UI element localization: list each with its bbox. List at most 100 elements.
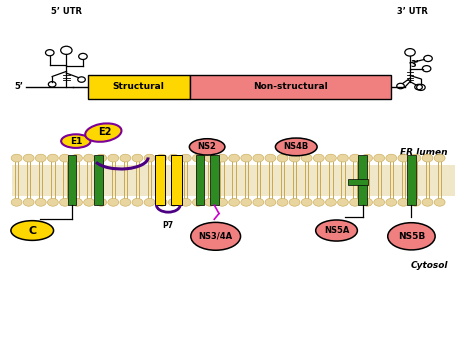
Text: C: C bbox=[28, 225, 36, 236]
Circle shape bbox=[60, 154, 71, 162]
FancyBboxPatch shape bbox=[348, 178, 368, 185]
Circle shape bbox=[204, 154, 215, 162]
Circle shape bbox=[398, 199, 409, 206]
Circle shape bbox=[120, 199, 131, 206]
Circle shape bbox=[83, 154, 95, 162]
Circle shape bbox=[11, 154, 22, 162]
Ellipse shape bbox=[61, 134, 91, 148]
Circle shape bbox=[132, 154, 143, 162]
Ellipse shape bbox=[11, 221, 54, 240]
Circle shape bbox=[47, 154, 58, 162]
Circle shape bbox=[301, 199, 312, 206]
Circle shape bbox=[120, 154, 131, 162]
Text: 3’ UTR: 3’ UTR bbox=[397, 7, 428, 16]
Circle shape bbox=[204, 199, 215, 206]
Text: 5’ UTR: 5’ UTR bbox=[51, 7, 82, 16]
Circle shape bbox=[350, 199, 361, 206]
FancyBboxPatch shape bbox=[68, 155, 76, 205]
Text: NS5B: NS5B bbox=[398, 232, 425, 241]
Circle shape bbox=[144, 154, 155, 162]
Circle shape bbox=[386, 154, 397, 162]
Text: ER lumen: ER lumen bbox=[401, 148, 448, 157]
Text: E2: E2 bbox=[99, 127, 112, 137]
Circle shape bbox=[265, 199, 276, 206]
Circle shape bbox=[350, 154, 361, 162]
Circle shape bbox=[35, 154, 46, 162]
Circle shape bbox=[362, 199, 373, 206]
FancyBboxPatch shape bbox=[171, 155, 182, 205]
FancyBboxPatch shape bbox=[94, 155, 103, 205]
Text: NS5A: NS5A bbox=[324, 226, 349, 235]
Text: Cytosol: Cytosol bbox=[410, 261, 448, 270]
Circle shape bbox=[23, 154, 34, 162]
Ellipse shape bbox=[275, 138, 317, 156]
Circle shape bbox=[47, 199, 58, 206]
Ellipse shape bbox=[85, 123, 121, 142]
Circle shape bbox=[217, 154, 228, 162]
Circle shape bbox=[362, 154, 373, 162]
Text: NS2: NS2 bbox=[198, 142, 217, 151]
FancyBboxPatch shape bbox=[196, 155, 204, 205]
Circle shape bbox=[23, 199, 34, 206]
Circle shape bbox=[217, 199, 228, 206]
Circle shape bbox=[434, 154, 445, 162]
Ellipse shape bbox=[316, 220, 357, 241]
Circle shape bbox=[108, 154, 118, 162]
Text: NS3/4A: NS3/4A bbox=[199, 232, 233, 241]
Circle shape bbox=[422, 154, 433, 162]
Circle shape bbox=[325, 154, 337, 162]
Circle shape bbox=[410, 154, 421, 162]
Circle shape bbox=[156, 154, 167, 162]
Circle shape bbox=[96, 154, 107, 162]
Circle shape bbox=[83, 199, 95, 206]
Circle shape bbox=[96, 199, 107, 206]
Circle shape bbox=[301, 154, 312, 162]
Circle shape bbox=[410, 199, 421, 206]
Circle shape bbox=[241, 154, 252, 162]
FancyBboxPatch shape bbox=[358, 155, 367, 205]
FancyBboxPatch shape bbox=[210, 155, 219, 205]
Circle shape bbox=[422, 199, 433, 206]
Circle shape bbox=[181, 154, 191, 162]
Circle shape bbox=[168, 154, 179, 162]
Text: Non-structural: Non-structural bbox=[253, 82, 328, 91]
Circle shape bbox=[72, 154, 82, 162]
Circle shape bbox=[386, 199, 397, 206]
Ellipse shape bbox=[191, 222, 240, 250]
Circle shape bbox=[398, 154, 409, 162]
FancyBboxPatch shape bbox=[88, 75, 190, 99]
Circle shape bbox=[374, 199, 385, 206]
Circle shape bbox=[337, 154, 348, 162]
Circle shape bbox=[60, 199, 71, 206]
Circle shape bbox=[181, 199, 191, 206]
Circle shape bbox=[241, 199, 252, 206]
FancyBboxPatch shape bbox=[155, 155, 165, 205]
Circle shape bbox=[277, 154, 288, 162]
Circle shape bbox=[337, 199, 348, 206]
FancyBboxPatch shape bbox=[190, 75, 391, 99]
Text: 3’: 3’ bbox=[410, 60, 419, 69]
Circle shape bbox=[253, 154, 264, 162]
Circle shape bbox=[325, 199, 337, 206]
Circle shape bbox=[289, 199, 300, 206]
Circle shape bbox=[168, 199, 179, 206]
Circle shape bbox=[277, 199, 288, 206]
Text: NS4B: NS4B bbox=[283, 142, 309, 151]
Text: Structural: Structural bbox=[113, 82, 164, 91]
Circle shape bbox=[108, 199, 118, 206]
Circle shape bbox=[132, 199, 143, 206]
FancyBboxPatch shape bbox=[12, 165, 455, 196]
Text: 5’: 5’ bbox=[15, 82, 24, 91]
Circle shape bbox=[192, 199, 203, 206]
Circle shape bbox=[313, 154, 324, 162]
Circle shape bbox=[265, 154, 276, 162]
Circle shape bbox=[228, 199, 239, 206]
FancyBboxPatch shape bbox=[407, 155, 416, 205]
Ellipse shape bbox=[190, 139, 225, 155]
Circle shape bbox=[144, 199, 155, 206]
Circle shape bbox=[35, 199, 46, 206]
Text: E1: E1 bbox=[70, 137, 82, 146]
Circle shape bbox=[11, 199, 22, 206]
Text: P7: P7 bbox=[163, 221, 174, 230]
Circle shape bbox=[228, 154, 239, 162]
